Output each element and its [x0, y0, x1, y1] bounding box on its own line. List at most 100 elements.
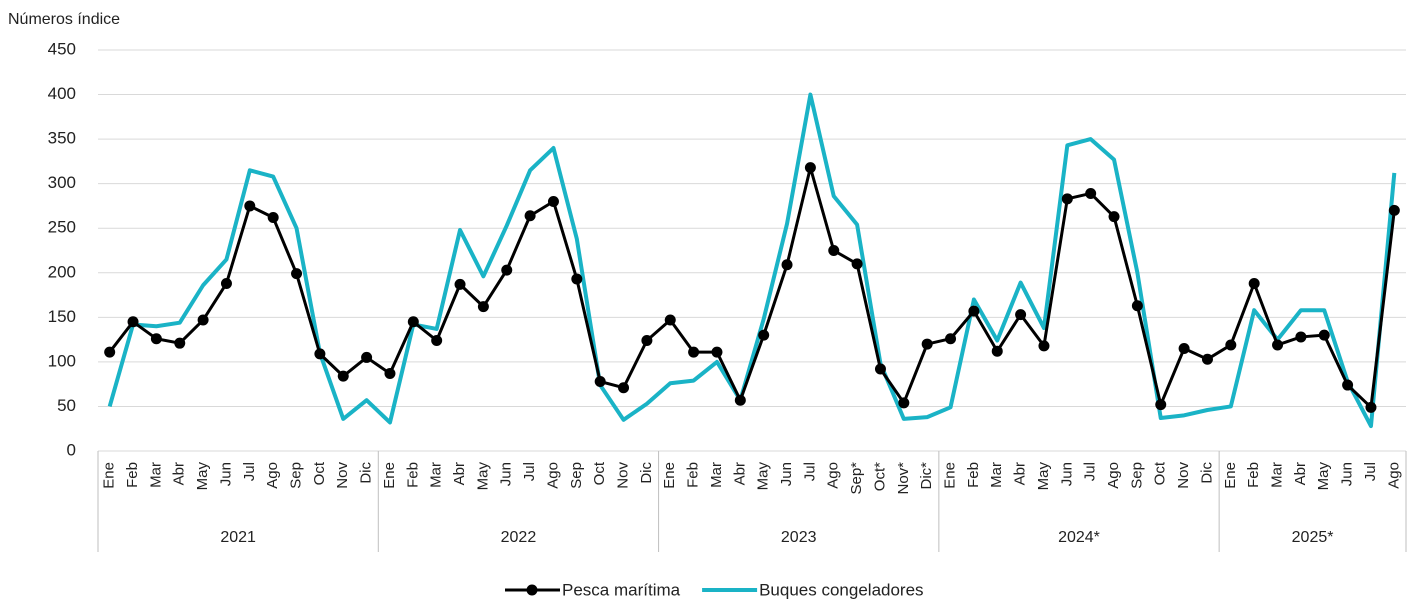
x-tick-label: Dic	[638, 462, 655, 484]
data-point	[874, 363, 886, 375]
data-point	[571, 273, 583, 285]
x-tick-label: Mar	[147, 462, 164, 488]
x-tick-label: Dic	[1198, 462, 1215, 484]
x-tick-label: Ago	[264, 462, 281, 489]
data-point	[431, 335, 443, 347]
data-point	[688, 346, 700, 358]
x-tick-label: Abr	[171, 462, 188, 485]
x-tick-label: Jul	[801, 462, 818, 481]
data-point	[197, 314, 209, 326]
x-tick-label: Ene	[101, 462, 118, 489]
x-tick-label: May	[1315, 462, 1332, 491]
data-point	[104, 346, 116, 358]
x-tick-label: Oct*	[871, 462, 888, 491]
data-point	[641, 335, 653, 347]
data-point	[314, 348, 326, 360]
data-point	[1155, 399, 1167, 411]
x-tick-label: Sep*	[848, 462, 865, 495]
data-point	[1038, 340, 1050, 352]
data-point	[384, 367, 396, 379]
x-tick-label: Dic*	[918, 462, 935, 490]
x-tick-label: Feb	[965, 462, 982, 488]
x-tick-label: Jun	[217, 462, 234, 486]
series-line	[108, 166, 1396, 409]
x-tick-label: Jun	[778, 462, 795, 486]
x-tick-label: Sep	[568, 462, 585, 489]
x-tick-label: Ago	[825, 462, 842, 489]
data-point	[664, 314, 676, 326]
legend-label: Buques congeladores	[759, 580, 923, 599]
x-tick-label: Jul	[1082, 462, 1099, 481]
x-tick-label: Ene	[381, 462, 398, 489]
x-tick-label: Abr	[1012, 462, 1029, 485]
series-line	[107, 92, 1397, 429]
data-point	[267, 212, 279, 224]
data-point	[711, 346, 723, 358]
data-point	[1272, 339, 1284, 351]
data-point	[547, 195, 559, 207]
x-tick-label: Mar	[988, 462, 1005, 488]
y-tick-label: 300	[48, 173, 76, 192]
x-tick-label: Abr	[731, 462, 748, 485]
x-tick-label: Jul	[521, 462, 538, 481]
data-point	[1248, 277, 1260, 289]
data-point	[1061, 193, 1073, 205]
y-tick-label: 350	[48, 129, 76, 148]
x-tick-label: Oct	[1152, 461, 1169, 485]
data-point	[1225, 339, 1237, 351]
x-tick-label: Feb	[685, 462, 702, 488]
y-tick-label: 250	[48, 218, 76, 237]
data-point	[220, 277, 232, 289]
x-tick-label: Jul	[241, 462, 258, 481]
data-point	[828, 245, 840, 256]
legend-marker	[526, 584, 538, 596]
x-tick-label: May	[755, 462, 772, 491]
data-point	[921, 338, 933, 350]
x-tick-label: May	[474, 462, 491, 491]
data-point	[1178, 343, 1190, 355]
x-tick-label: Jul	[1362, 462, 1379, 481]
data-point	[454, 278, 466, 290]
x-tick-label: Ene	[942, 462, 959, 489]
y-tick-label: 0	[67, 440, 76, 459]
legend-label: Pesca marítima	[562, 580, 681, 599]
data-point	[781, 259, 793, 271]
x-tick-label: Sep	[1128, 462, 1145, 489]
group-label: 2024*	[1058, 529, 1100, 546]
x-tick-label: Ago	[1105, 462, 1122, 489]
x-tick-label: Nov	[334, 462, 351, 489]
data-point	[758, 329, 770, 341]
data-point	[1295, 331, 1307, 343]
data-point	[991, 345, 1003, 357]
data-point	[291, 268, 303, 280]
data-point	[968, 305, 980, 317]
x-tick-label: Nov*	[895, 462, 912, 495]
data-point	[1085, 187, 1097, 199]
data-point	[851, 258, 863, 270]
data-point	[1388, 204, 1400, 216]
x-tick-label: Nov	[1175, 462, 1192, 489]
x-tick-label: Oct	[591, 461, 608, 485]
data-point	[1108, 211, 1120, 223]
x-tick-label: Feb	[404, 462, 421, 488]
data-point	[1318, 329, 1330, 341]
x-tick-label: Abr	[451, 462, 468, 485]
x-tick-label: Sep	[288, 462, 305, 489]
data-point	[1201, 353, 1213, 365]
data-point	[150, 333, 162, 345]
x-tick-label: Dic	[358, 462, 375, 484]
data-point	[337, 370, 349, 382]
x-tick-label: Oct	[311, 461, 328, 485]
data-point	[477, 301, 489, 313]
y-tick-label: 450	[48, 39, 76, 58]
x-tick-label: Nov	[615, 462, 632, 489]
data-point	[734, 394, 746, 406]
data-point	[1131, 300, 1143, 312]
x-tick-label: Mar	[708, 462, 725, 488]
x-tick-label: May	[1035, 462, 1052, 491]
y-axis-label: Números índice	[8, 11, 120, 28]
data-point	[127, 316, 139, 328]
y-tick-label: 150	[48, 307, 76, 326]
y-tick-label: 100	[48, 351, 76, 370]
